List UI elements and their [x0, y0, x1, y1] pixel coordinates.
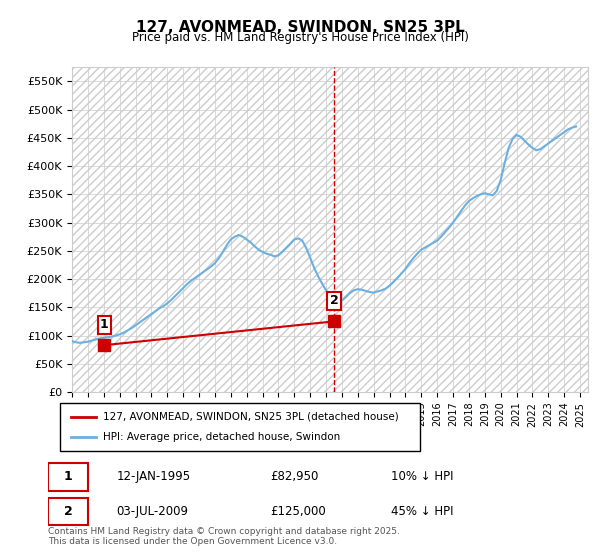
- Text: HPI: Average price, detached house, Swindon: HPI: Average price, detached house, Swin…: [103, 432, 340, 442]
- Text: 10% ↓ HPI: 10% ↓ HPI: [391, 470, 454, 483]
- FancyBboxPatch shape: [60, 403, 420, 451]
- FancyBboxPatch shape: [48, 498, 88, 525]
- Text: 2: 2: [329, 294, 338, 307]
- Text: £125,000: £125,000: [270, 505, 326, 518]
- Text: 1: 1: [100, 318, 109, 331]
- Text: Contains HM Land Registry data © Crown copyright and database right 2025.
This d: Contains HM Land Registry data © Crown c…: [48, 526, 400, 546]
- Text: 03-JUL-2009: 03-JUL-2009: [116, 505, 188, 518]
- Text: £82,950: £82,950: [270, 470, 318, 483]
- FancyBboxPatch shape: [48, 463, 88, 491]
- Text: 12-JAN-1995: 12-JAN-1995: [116, 470, 191, 483]
- Text: 1: 1: [64, 470, 73, 483]
- Text: 127, AVONMEAD, SWINDON, SN25 3PL (detached house): 127, AVONMEAD, SWINDON, SN25 3PL (detach…: [103, 412, 399, 422]
- Text: 127, AVONMEAD, SWINDON, SN25 3PL: 127, AVONMEAD, SWINDON, SN25 3PL: [136, 20, 464, 35]
- Text: 45% ↓ HPI: 45% ↓ HPI: [391, 505, 454, 518]
- Text: 2: 2: [64, 505, 73, 518]
- Text: Price paid vs. HM Land Registry's House Price Index (HPI): Price paid vs. HM Land Registry's House …: [131, 31, 469, 44]
